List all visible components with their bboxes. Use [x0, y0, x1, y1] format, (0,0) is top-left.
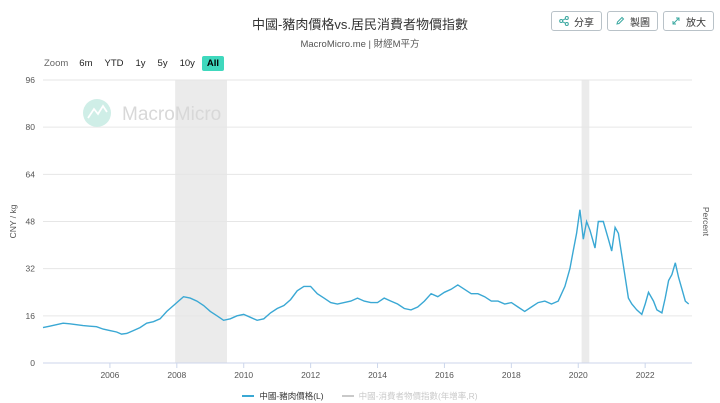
- watermark-text: MacroMicro: [122, 104, 221, 125]
- legend-item-pork-price[interactable]: 中國-豬肉價格(L): [242, 390, 324, 402]
- legend-swatch-pork-price: [242, 395, 255, 397]
- x-tick-label-2016: 2016: [435, 370, 454, 380]
- y2-axis-label: Percent: [701, 207, 711, 237]
- x-tick-label-2018: 2018: [502, 370, 521, 380]
- chart-subtitle: MacroMicro.me | 財經M平方: [300, 39, 420, 50]
- zoom-ytd-button[interactable]: YTD: [104, 58, 124, 69]
- x-tick-label-2014: 2014: [368, 370, 387, 380]
- share-button[interactable]: 分享: [551, 11, 602, 31]
- x-tick-label-2008: 2008: [167, 370, 186, 380]
- legend-swatch-cpi: [341, 395, 354, 397]
- x-tick-label-2020: 2020: [569, 370, 588, 380]
- chart-title: 中國-豬肉價格vs.居民消費者物價指數: [252, 17, 468, 32]
- x-tick-label-2006: 2006: [100, 370, 119, 380]
- export-label: 製圖: [630, 17, 650, 29]
- zoom-6m-button[interactable]: 6m: [79, 58, 93, 69]
- watermark: MacroMicro: [83, 99, 221, 127]
- share-label: 分享: [574, 17, 594, 29]
- expand-label: 放大: [686, 17, 706, 29]
- zoom-bar: Zoom 6m YTD 1y 5y 10y All: [44, 56, 225, 71]
- x-tick-label-2022: 2022: [636, 370, 655, 380]
- y-tick-label-96: 96: [26, 75, 36, 85]
- legend-label-cpi: 中國-消費者物價指數(年增率,R): [358, 391, 478, 401]
- y-tick-label-48: 48: [26, 217, 36, 227]
- chart-legend: 中國-豬肉價格(L) 中國-消費者物價指數(年增率,R): [0, 390, 720, 402]
- y-tick-label-64: 64: [26, 169, 36, 179]
- x-tick-label-2010: 2010: [234, 370, 253, 380]
- zoom-1y-button[interactable]: 1y: [135, 58, 146, 69]
- legend-label-pork-price: 中國-豬肉價格(L): [259, 391, 324, 401]
- legend-item-cpi[interactable]: 中國-消費者物價指數(年增率,R): [341, 390, 478, 402]
- zoom-all-button[interactable]: All: [201, 56, 225, 71]
- share-icon: [559, 16, 569, 26]
- expand-button[interactable]: 放大: [663, 11, 714, 31]
- y-tick-label-32: 32: [26, 264, 36, 274]
- zoom-label: Zoom: [44, 58, 69, 69]
- pencil-icon: [616, 16, 625, 25]
- export-button[interactable]: 製圖: [607, 11, 658, 31]
- series-line-pork-price[interactable]: [42, 209, 690, 335]
- y-axis-label: CNY / kg: [8, 204, 18, 238]
- zoom-10y-button[interactable]: 10y: [179, 58, 195, 69]
- x-tick-label-2012: 2012: [301, 370, 320, 380]
- expand-icon: [672, 17, 680, 25]
- y-tick-label-0: 0: [30, 358, 35, 368]
- chart-toolbar: 分享 製圖 放大: [551, 11, 714, 31]
- y-tick-label-80: 80: [26, 122, 36, 132]
- zoom-5y-button[interactable]: 5y: [157, 58, 168, 69]
- y-tick-label-16: 16: [26, 311, 36, 321]
